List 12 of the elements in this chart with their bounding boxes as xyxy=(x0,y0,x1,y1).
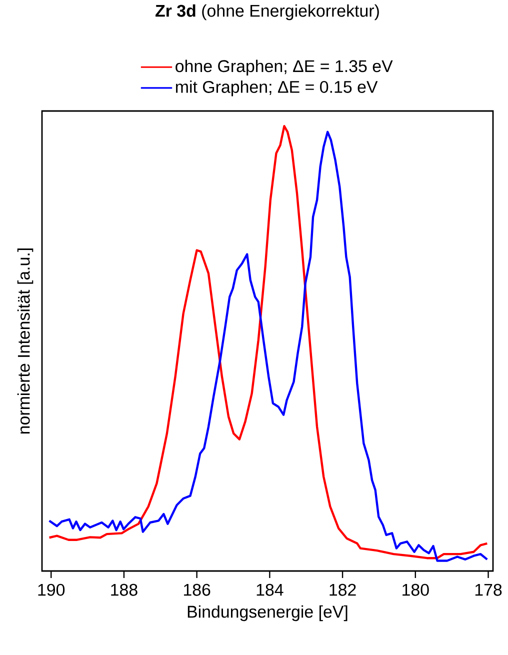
x-tick-label: 180 xyxy=(402,584,429,596)
x-tick-label: 184 xyxy=(256,584,284,596)
x-tick-label: 190 xyxy=(38,584,65,596)
y-axis-title: normierte Intensität [a.u.] xyxy=(17,248,34,434)
x-tick-label: 186 xyxy=(184,584,210,596)
legend-label: ohne Graphen; ΔE = 1.35 eV xyxy=(176,60,393,76)
x-axis-title: Bindungsenergie [eV] xyxy=(188,605,348,622)
x-tick-label: 188 xyxy=(111,584,138,596)
chart-title: Zr 3d (ohne Energiekorrektur) xyxy=(156,4,379,20)
x-tick-label: 182 xyxy=(330,584,356,596)
legend-label: mit Graphen; ΔE = 0.15 eV xyxy=(176,80,378,96)
x-tick-label: 178 xyxy=(475,584,502,596)
